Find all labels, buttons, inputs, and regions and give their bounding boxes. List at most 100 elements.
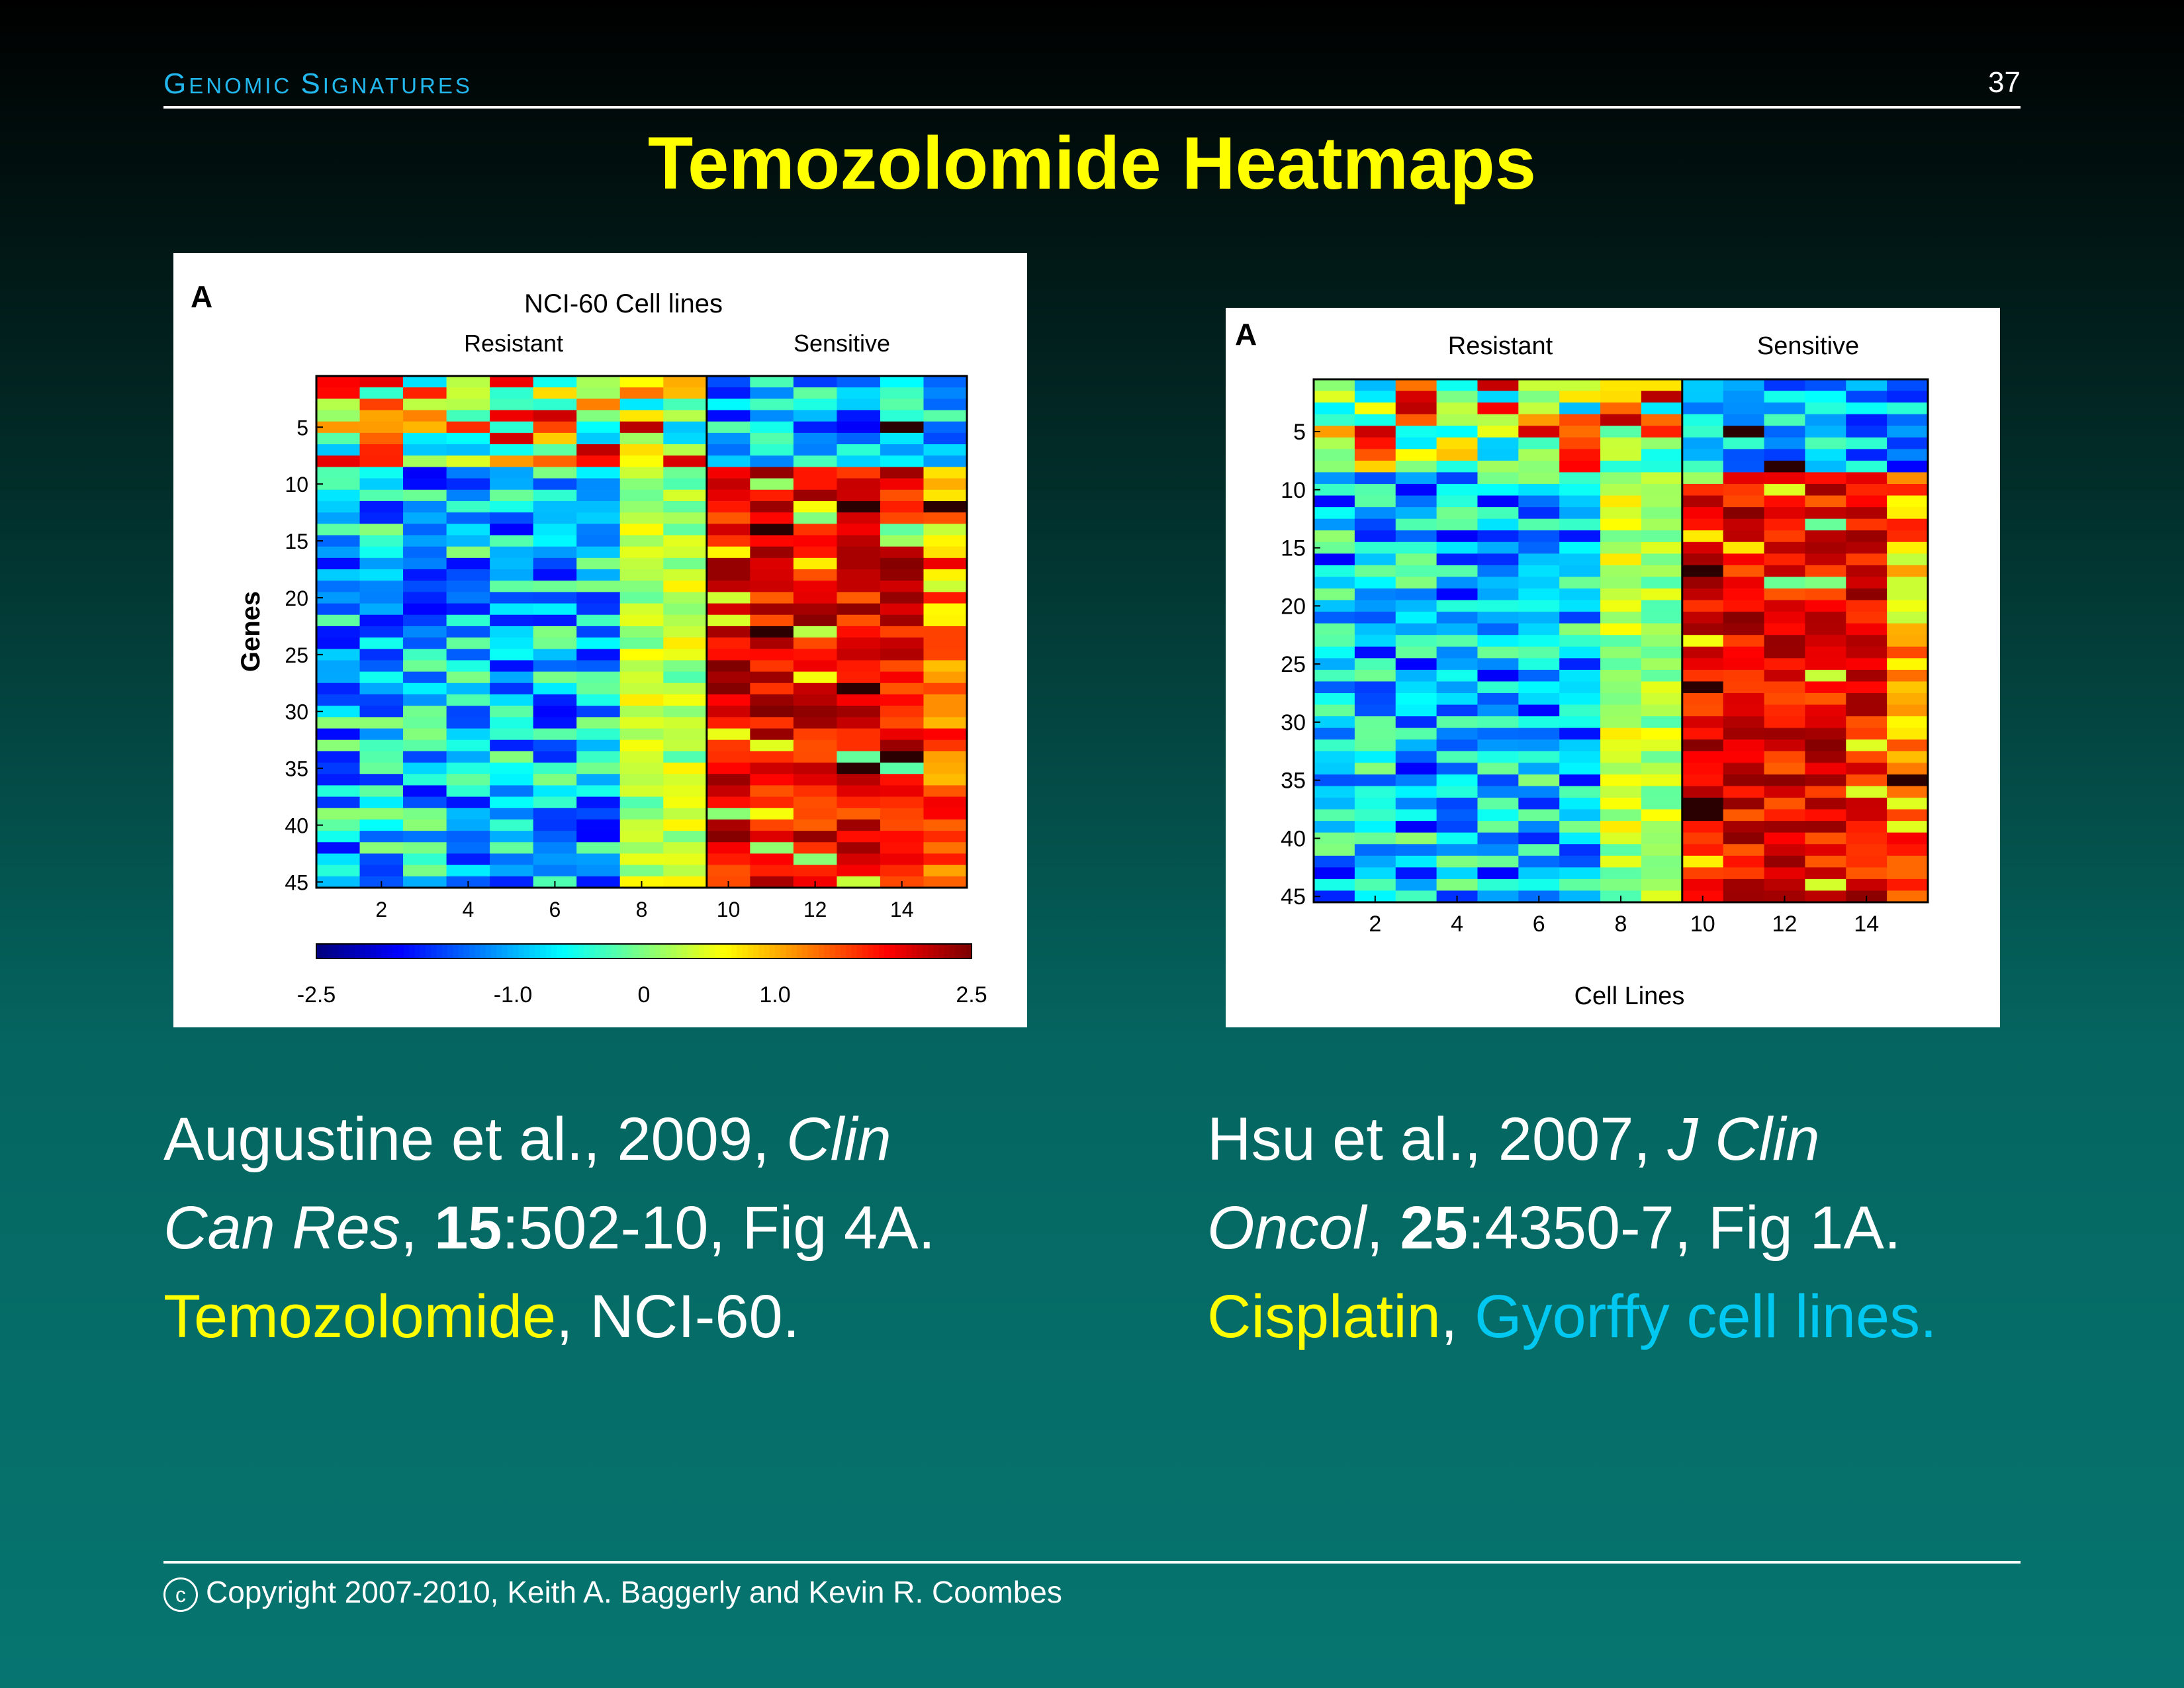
colorbar-step xyxy=(469,944,475,959)
heatmap-cell xyxy=(1887,588,1929,601)
heatmap-cell xyxy=(1682,855,1724,868)
heatmap-cell xyxy=(1395,623,1437,635)
heatmap-cell xyxy=(619,831,664,843)
heatmap-cell xyxy=(750,637,794,649)
heatmap-cell xyxy=(490,489,534,502)
heatmap-cell xyxy=(1764,518,1805,531)
heatmap-cell xyxy=(793,500,837,513)
heatmap-cell xyxy=(1600,391,1642,403)
heatmap-cell xyxy=(1395,681,1437,694)
heatmap-cell xyxy=(1436,530,1479,543)
heatmap-cell xyxy=(576,660,621,673)
heatmap-cell xyxy=(359,763,404,774)
heatmap-cell xyxy=(1887,484,1929,496)
heatmap-cell xyxy=(1764,472,1805,485)
heatmap-cell xyxy=(1395,541,1437,554)
heatmap-cell xyxy=(793,853,837,866)
heatmap-cell xyxy=(880,614,925,627)
heatmap-cell xyxy=(1518,786,1560,798)
heatmap-cell xyxy=(359,774,404,786)
heatmap-cell xyxy=(446,546,490,559)
heatmap-cell xyxy=(750,478,794,491)
heatmap-cell xyxy=(1805,763,1846,775)
heatmap-cell xyxy=(663,614,707,627)
heatmap-cell xyxy=(619,592,664,604)
heatmap-cell xyxy=(446,626,490,638)
heatmap-cell xyxy=(576,763,621,774)
heatmap-cell xyxy=(750,410,794,422)
heatmap-cell xyxy=(1354,786,1396,798)
heatmap-cell xyxy=(923,774,968,786)
heatmap-cell xyxy=(1518,472,1560,485)
heatmap-cell xyxy=(1354,739,1396,752)
heatmap-cell xyxy=(533,796,577,809)
y-tick-label: 15 xyxy=(285,530,308,553)
y-tick-label: 40 xyxy=(1281,826,1306,851)
heatmap-cell xyxy=(1354,426,1396,438)
heatmap-cell xyxy=(576,671,621,684)
heatmap-cell xyxy=(837,739,881,752)
heatmap-cell xyxy=(1887,437,1929,449)
heatmap-cell xyxy=(1314,426,1355,438)
colorbar-step xyxy=(572,944,579,959)
heatmap-cell xyxy=(1887,821,1929,833)
heatmap-cell xyxy=(837,751,881,763)
y-tick-label: 25 xyxy=(1281,652,1306,677)
heatmap-cell xyxy=(359,739,404,752)
heatmap-cell xyxy=(1764,774,1805,787)
heatmap-cell xyxy=(793,410,837,422)
y-tick-label: 35 xyxy=(1281,769,1306,794)
heatmap-cell xyxy=(1477,821,1519,833)
heatmap-cell xyxy=(1682,437,1724,449)
slide-title: Temozolomide Heatmaps xyxy=(647,122,1537,205)
heatmap-cell xyxy=(793,694,837,706)
colorbar-tick-label: 0 xyxy=(638,982,651,1008)
heatmap-cell xyxy=(446,660,490,673)
heatmap-cell xyxy=(923,569,968,581)
heatmap-cell xyxy=(1764,693,1805,706)
heatmap-cell xyxy=(1354,414,1396,426)
colorbar-step xyxy=(780,944,787,959)
heatmap-cell xyxy=(1600,414,1642,426)
heatmap-cell xyxy=(1477,437,1519,449)
heatmap-cell xyxy=(1314,612,1355,624)
heatmap-cell xyxy=(1887,391,1929,403)
heatmap-cell xyxy=(1641,518,1683,531)
heatmap-cell xyxy=(403,763,447,774)
heatmap-cell xyxy=(1559,414,1601,426)
heatmap-cell xyxy=(1805,658,1846,671)
heatmap-cell xyxy=(1477,739,1519,752)
heatmap-cell xyxy=(1805,588,1846,601)
heatmap-cell xyxy=(1354,763,1396,775)
heatmap-cell xyxy=(706,432,751,445)
heatmap-cell xyxy=(403,603,447,616)
heatmap-cell xyxy=(837,399,881,411)
heatmap-cell xyxy=(1314,878,1355,892)
heatmap-cell xyxy=(880,717,925,729)
heatmap-cell xyxy=(403,592,447,604)
left-citation: Augustine et al., 2009, Clin Can Res, 15… xyxy=(163,1105,936,1350)
heatmap-cell xyxy=(793,717,837,729)
heatmap-cell xyxy=(490,660,534,673)
heatmap-cell xyxy=(837,603,881,616)
heatmap-cell xyxy=(1641,855,1683,868)
heatmap-cell xyxy=(1805,646,1846,659)
heatmap-cell xyxy=(1436,878,1479,892)
x-tick-label: 14 xyxy=(890,898,914,921)
colorbar-step xyxy=(895,944,901,959)
colorbar-step xyxy=(453,944,459,959)
heatmap-cell xyxy=(663,376,707,388)
heatmap-cell xyxy=(1354,727,1396,740)
heatmap-cell xyxy=(1764,530,1805,543)
heatmap-cell xyxy=(1764,437,1805,449)
heatmap-cell xyxy=(576,853,621,866)
heatmap-cell xyxy=(359,842,404,855)
heatmap-cell xyxy=(1887,681,1929,694)
heatmap-cell xyxy=(359,649,404,661)
heatmap-cell xyxy=(1354,669,1396,682)
heatmap-cell xyxy=(446,432,490,445)
heatmap-cell xyxy=(750,626,794,638)
heatmap-cell xyxy=(446,376,490,388)
heatmap-cell xyxy=(533,535,577,547)
heatmap-cell xyxy=(1805,727,1846,740)
